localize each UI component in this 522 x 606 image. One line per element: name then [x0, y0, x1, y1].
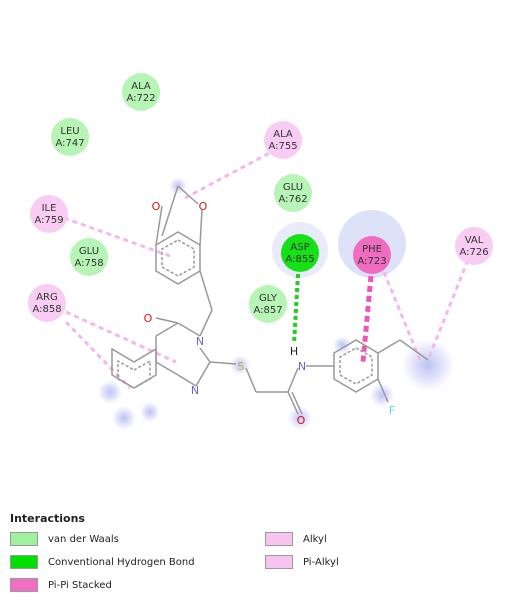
legend-label: Pi-Pi Stacked	[48, 579, 112, 591]
oxygen-atom-label: O	[199, 200, 208, 213]
svg-text:ILE: ILE	[42, 203, 57, 214]
hydrogen-atom-label: H	[290, 345, 298, 358]
svg-text:A:855: A:855	[285, 254, 314, 265]
residue-gly857: GLY A:857	[249, 285, 287, 323]
residue-asp855: ASP A:855	[281, 234, 319, 272]
alkyl-line	[426, 259, 470, 361]
legend-item-pi-alkyl: Pi-Alkyl	[265, 555, 339, 569]
residue-phe723: PHE A:723	[353, 236, 391, 274]
svg-text:PHE: PHE	[362, 244, 382, 255]
legend-item-pipi: Pi-Pi Stacked	[10, 578, 112, 592]
legend-swatch	[265, 532, 293, 546]
legend-label: van der Waals	[48, 533, 119, 545]
hbond-line	[292, 273, 300, 345]
svg-text:ALA: ALA	[131, 81, 151, 92]
residue-val726: VAL A:726	[455, 227, 493, 265]
svg-text:A:722: A:722	[126, 93, 155, 104]
svg-text:A:723: A:723	[357, 256, 386, 267]
oxygen-atom-label: O	[152, 200, 161, 213]
svg-text:A:762: A:762	[278, 194, 307, 205]
legend-swatch	[10, 578, 38, 592]
solvent-halo	[333, 336, 351, 354]
svg-text:ALA: ALA	[273, 129, 293, 140]
svg-text:GLU: GLU	[79, 246, 99, 257]
svg-text:LEU: LEU	[60, 126, 79, 137]
svg-text:GLY: GLY	[259, 293, 278, 304]
residue-leu747: LEU A:747	[51, 118, 89, 156]
nitrogen-atom-label: N	[298, 360, 306, 373]
solvent-halo	[402, 339, 454, 391]
solvent-halo	[230, 355, 250, 375]
legend-item-alkyl: Alkyl	[265, 532, 327, 546]
svg-text:GLU: GLU	[283, 182, 303, 193]
residue-arg858: ARG A:858	[28, 284, 66, 322]
pipi-line	[360, 275, 374, 363]
legend-swatch	[265, 555, 293, 569]
legend-item-vdw: van der Waals	[10, 532, 119, 546]
svg-text:A:758: A:758	[74, 258, 103, 269]
legend-label: Conventional Hydrogen Bond	[48, 556, 195, 568]
svg-text:ASP: ASP	[290, 242, 309, 253]
solvent-halo	[140, 402, 160, 422]
legend-swatch	[10, 555, 38, 569]
alkyl-line	[382, 271, 422, 361]
interaction-lines	[63, 148, 470, 390]
svg-text:A:857: A:857	[253, 305, 282, 316]
legend-label: Pi-Alkyl	[303, 556, 339, 568]
svg-text:ARG: ARG	[36, 292, 58, 303]
solvent-halo	[288, 406, 312, 430]
residue-ala722: ALA A:722	[122, 73, 160, 111]
legend-item-hbond: Conventional Hydrogen Bond	[10, 555, 195, 569]
ligand-structure	[111, 185, 429, 415]
legend-label: Alkyl	[303, 533, 327, 545]
oxygen-atom-label: O	[297, 414, 306, 427]
nitrogen-atom-label: N	[191, 384, 199, 397]
svg-text:A:759: A:759	[34, 215, 63, 226]
fluorine-atom-label: F	[389, 404, 395, 417]
svg-text:A:858: A:858	[32, 304, 61, 315]
residue-ala755: ALA A:755	[264, 121, 302, 159]
residue-glu762: GLU A:762	[274, 174, 312, 212]
residue-glu758: GLU A:758	[70, 238, 108, 276]
svg-text:VAL: VAL	[465, 235, 484, 246]
oxygen-atom-label: O	[144, 312, 153, 325]
nitrogen-atom-label: N	[196, 335, 204, 348]
solvent-halo	[112, 406, 136, 430]
svg-text:A:747: A:747	[55, 138, 84, 149]
legend-title: Interactions	[10, 512, 85, 525]
residue-ile759: ILE A:759	[30, 195, 68, 233]
solvent-halo	[98, 380, 122, 404]
legend-swatch	[10, 532, 38, 546]
alkyl-line	[65, 310, 177, 364]
alkyl-line	[184, 148, 276, 200]
alkyl-line	[64, 320, 132, 390]
interaction-diagram: O O O O N N N S H F ALA A:722 LEU A:747 …	[28, 73, 493, 430]
svg-text:A:726: A:726	[459, 247, 488, 258]
svg-text:A:755: A:755	[268, 141, 297, 152]
sulfur-atom-label: S	[238, 360, 245, 373]
legend: Interactions van der Waals Conventional …	[10, 512, 510, 602]
alkyl-line	[63, 216, 171, 258]
